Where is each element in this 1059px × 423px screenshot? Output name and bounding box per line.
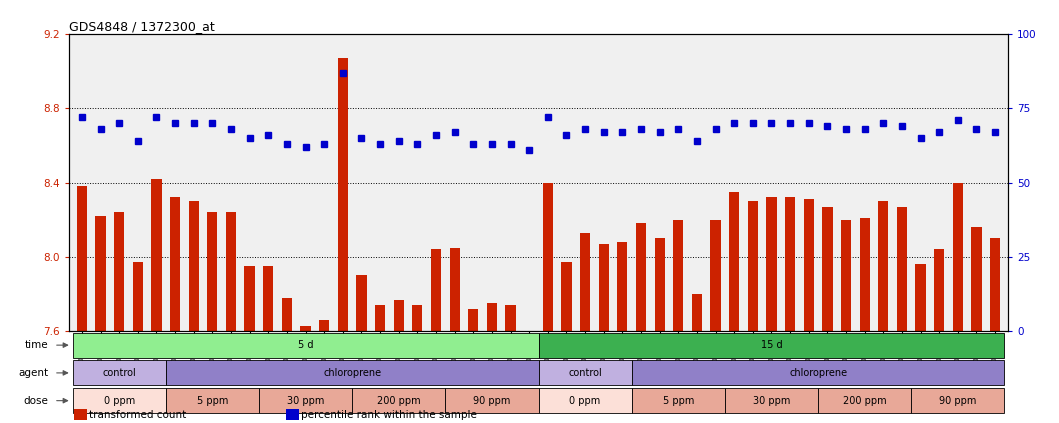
- Bar: [166, 388, 259, 413]
- Bar: [724, 388, 818, 413]
- Bar: [468, 309, 479, 331]
- Text: 5 ppm: 5 ppm: [663, 396, 694, 406]
- Bar: [356, 275, 366, 331]
- Bar: [245, 266, 255, 331]
- Text: percentile rank within the sample: percentile rank within the sample: [301, 409, 477, 420]
- Text: control: control: [103, 368, 136, 378]
- Bar: [561, 263, 572, 331]
- Bar: [375, 305, 385, 331]
- Bar: [114, 212, 124, 331]
- Bar: [631, 388, 724, 413]
- Bar: [631, 360, 1004, 385]
- Text: 5 ppm: 5 ppm: [197, 396, 228, 406]
- Bar: [729, 192, 739, 331]
- Text: 90 ppm: 90 ppm: [473, 396, 510, 406]
- Bar: [897, 207, 908, 331]
- Bar: [353, 388, 446, 413]
- Bar: [860, 218, 869, 331]
- Bar: [711, 220, 721, 331]
- Text: chloroprene: chloroprene: [789, 368, 847, 378]
- Bar: [394, 299, 403, 331]
- Bar: [259, 388, 353, 413]
- Bar: [635, 223, 646, 331]
- Bar: [166, 360, 538, 385]
- Bar: [674, 220, 683, 331]
- Text: transformed count: transformed count: [89, 409, 186, 420]
- Text: dose: dose: [23, 396, 49, 406]
- Text: agent: agent: [18, 368, 49, 378]
- Text: GDS4848 / 1372300_at: GDS4848 / 1372300_at: [69, 20, 215, 33]
- Bar: [319, 320, 329, 331]
- Bar: [953, 183, 963, 331]
- Bar: [804, 199, 814, 331]
- Bar: [538, 360, 631, 385]
- Bar: [822, 207, 832, 331]
- Text: 200 ppm: 200 ppm: [843, 396, 886, 406]
- Text: time: time: [24, 340, 49, 350]
- Text: control: control: [569, 368, 602, 378]
- Bar: [169, 198, 180, 331]
- Bar: [654, 238, 665, 331]
- Bar: [617, 242, 628, 331]
- Bar: [990, 238, 1001, 331]
- Bar: [132, 263, 143, 331]
- Bar: [580, 233, 590, 331]
- Text: 90 ppm: 90 ppm: [939, 396, 976, 406]
- Bar: [818, 388, 911, 413]
- Bar: [971, 227, 982, 331]
- Bar: [487, 303, 497, 331]
- Bar: [598, 244, 609, 331]
- Bar: [151, 179, 162, 331]
- Bar: [934, 250, 945, 331]
- Bar: [338, 58, 348, 331]
- Bar: [692, 294, 702, 331]
- Bar: [412, 305, 423, 331]
- Bar: [208, 212, 217, 331]
- Text: 0 ppm: 0 ppm: [570, 396, 600, 406]
- Bar: [263, 266, 273, 331]
- Bar: [73, 360, 166, 385]
- Bar: [301, 326, 310, 331]
- Bar: [878, 201, 889, 331]
- Bar: [282, 298, 292, 331]
- Bar: [449, 247, 460, 331]
- Text: 200 ppm: 200 ppm: [377, 396, 420, 406]
- Bar: [95, 216, 106, 331]
- Bar: [748, 201, 758, 331]
- Bar: [76, 186, 87, 331]
- Bar: [538, 332, 1004, 357]
- Bar: [73, 388, 166, 413]
- Bar: [446, 388, 538, 413]
- Text: chloroprene: chloroprene: [323, 368, 381, 378]
- Text: 5 d: 5 d: [298, 340, 313, 350]
- Text: 0 ppm: 0 ppm: [104, 396, 134, 406]
- Bar: [431, 250, 442, 331]
- Bar: [915, 264, 926, 331]
- Text: 30 ppm: 30 ppm: [287, 396, 324, 406]
- Bar: [505, 305, 516, 331]
- Text: 30 ppm: 30 ppm: [753, 396, 790, 406]
- Bar: [538, 388, 631, 413]
- Bar: [767, 198, 776, 331]
- Bar: [542, 183, 553, 331]
- Bar: [841, 220, 851, 331]
- Bar: [226, 212, 236, 331]
- Bar: [73, 332, 538, 357]
- Text: 15 d: 15 d: [760, 340, 783, 350]
- Bar: [189, 201, 199, 331]
- Bar: [911, 388, 1004, 413]
- Bar: [785, 198, 795, 331]
